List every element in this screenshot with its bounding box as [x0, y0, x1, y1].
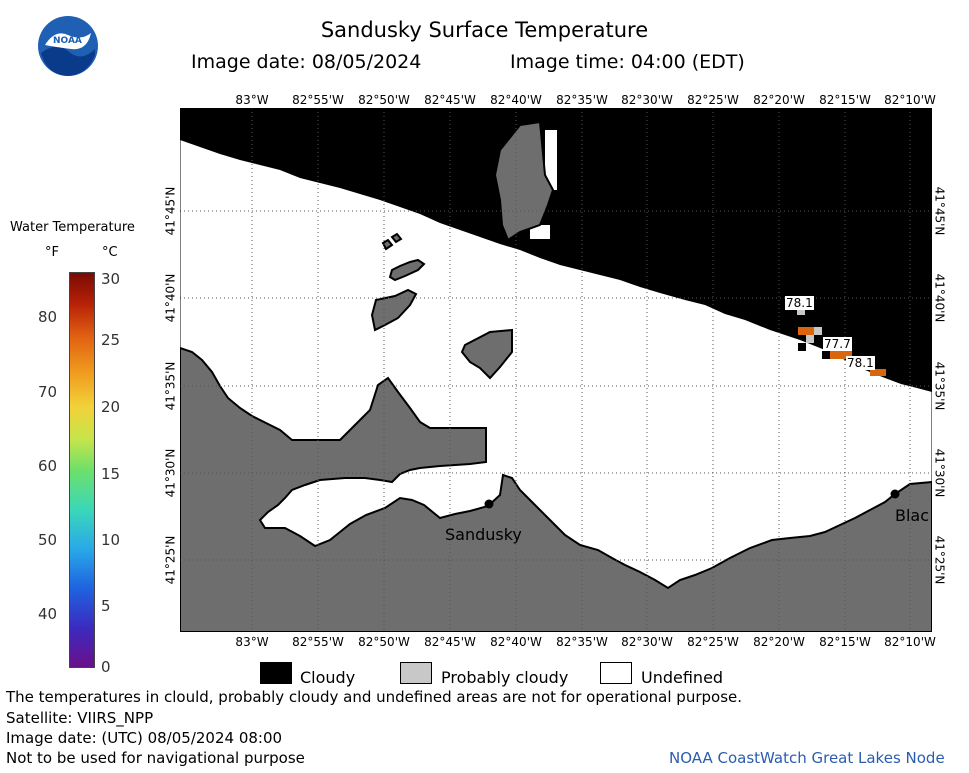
- city-marker-sandusky: [484, 499, 494, 509]
- navigation-warning: Not to be used for navigational purpose: [6, 749, 305, 767]
- land-area: [460, 328, 513, 380]
- undefined-area: [545, 130, 557, 190]
- colorbar-title: Water Temperature: [10, 220, 135, 235]
- lon-label-top: 82°40'W: [490, 93, 542, 107]
- lat-label-left: 41°45'N: [163, 186, 178, 236]
- land-area: [493, 120, 555, 242]
- colorbar-unit-c: °C: [102, 245, 118, 260]
- lat-label-left: 41°30'N: [163, 448, 178, 498]
- colorbar-tick-f: 50: [38, 531, 58, 549]
- colorbar-tick-f: 80: [38, 308, 58, 326]
- lat-label-right: 41°35'N: [932, 361, 947, 411]
- colorbar-tick-f: 60: [38, 457, 58, 475]
- colorbar: [69, 272, 95, 668]
- lat-label-left: 41°35'N: [163, 361, 178, 411]
- colorbar-tick-c: 0: [101, 658, 111, 676]
- lon-label-top: 82°30'W: [621, 93, 673, 107]
- lat-label-right: 41°30'N: [932, 448, 947, 498]
- legend-label-cloudy: Cloudy: [300, 668, 356, 687]
- lat-label-left: 41°40'N: [163, 273, 178, 323]
- land-area: [370, 288, 418, 332]
- lon-label-bottom: 82°35'W: [556, 635, 608, 649]
- satellite-text: Satellite: VIIRS_NPP: [6, 709, 154, 727]
- colorbar-tick-f: 40: [38, 605, 58, 623]
- lon-label-bottom: 82°30'W: [621, 635, 673, 649]
- cloudy-pixel: [798, 343, 806, 351]
- lon-label-top: 82°45'W: [424, 93, 476, 107]
- lon-label-top: 82°25'W: [687, 93, 739, 107]
- colorbar-tick-c: 5: [101, 597, 111, 615]
- noaa-logo-icon: [38, 16, 98, 76]
- temperature-value-label: 78.1: [785, 296, 814, 310]
- legend-label-undefined: Undefined: [641, 668, 724, 687]
- place-label-east: Blac: [895, 506, 930, 525]
- cloudy-pixel: [822, 351, 830, 359]
- page-title: Sandusky Surface Temperature: [320, 18, 649, 42]
- city-marker-east: [890, 489, 900, 499]
- sst-pixel: [798, 327, 814, 335]
- lon-label-bottom: 82°40'W: [490, 635, 542, 649]
- utc-date-text: Image date: (UTC) 08/05/2024 08:00: [6, 729, 283, 747]
- undefined-area: [530, 225, 550, 239]
- sst-pixel: [870, 369, 886, 376]
- lon-label-top: 82°10'W: [884, 93, 936, 107]
- lon-label-bottom: 82°25'W: [687, 635, 739, 649]
- probably-cloudy-pixel: [814, 327, 822, 335]
- lon-label-top: 83°W: [235, 93, 269, 107]
- probably-cloudy-pixel: [806, 335, 814, 343]
- colorbar-unit-f: °F: [45, 245, 59, 260]
- land-area: [381, 238, 394, 251]
- lon-label-bottom: 82°55'W: [292, 635, 344, 649]
- lon-label-bottom: 82°50'W: [358, 635, 410, 649]
- temperature-map: [180, 108, 932, 632]
- credit-text: NOAA CoastWatch Great Lakes Node: [669, 749, 945, 767]
- lon-label-top: 82°15'W: [819, 93, 871, 107]
- image-time: Image time: 04:00 (EDT): [510, 51, 745, 73]
- sst-pixel: [830, 351, 852, 359]
- legend-label-probably-cloudy: Probably cloudy: [441, 668, 569, 687]
- lon-label-top: 82°50'W: [358, 93, 410, 107]
- legend-swatch-undefined: [600, 662, 632, 684]
- lon-label-top: 82°35'W: [556, 93, 608, 107]
- lon-label-bottom: 82°10'W: [884, 635, 936, 649]
- temperature-value-label: 77.7: [823, 337, 852, 351]
- probably-cloudy-pixel: [797, 307, 805, 315]
- lon-label-bottom: 82°15'W: [819, 635, 871, 649]
- lon-label-top: 82°20'W: [753, 93, 805, 107]
- cloudy-area: [180, 108, 932, 392]
- colorbar-tick-c: 25: [101, 331, 121, 349]
- colorbar-tick-c: 30: [101, 270, 121, 288]
- colorbar-tick-c: 15: [101, 465, 121, 483]
- lon-label-top: 82°55'W: [292, 93, 344, 107]
- land-area: [388, 258, 426, 282]
- temperature-value-label: 78.1: [846, 356, 875, 370]
- graticule: [180, 108, 932, 632]
- noaa-logo: NOAA: [37, 15, 99, 77]
- colorbar-tick-c: 20: [101, 398, 121, 416]
- lat-label-right: 41°25'N: [932, 535, 947, 585]
- logo-text: NOAA: [53, 36, 82, 46]
- disclaimer-text: The temperatures in clould, probably clo…: [6, 688, 743, 706]
- lon-label-bottom: 83°W: [235, 635, 269, 649]
- lon-label-bottom: 82°20'W: [753, 635, 805, 649]
- lat-label-right: 41°45'N: [932, 186, 947, 236]
- lat-label-right: 41°40'N: [932, 273, 947, 323]
- land-area: [180, 346, 932, 632]
- legend-swatch-probably-cloudy: [400, 662, 432, 684]
- land-area: [390, 232, 403, 244]
- image-date: Image date: 08/05/2024: [191, 51, 422, 73]
- legend-swatch-cloudy: [260, 662, 292, 684]
- lat-label-left: 41°25'N: [163, 535, 178, 585]
- lon-label-bottom: 82°45'W: [424, 635, 476, 649]
- colorbar-tick-f: 70: [38, 383, 58, 401]
- colorbar-tick-c: 10: [101, 531, 121, 549]
- place-label-sandusky: Sandusky: [445, 525, 522, 544]
